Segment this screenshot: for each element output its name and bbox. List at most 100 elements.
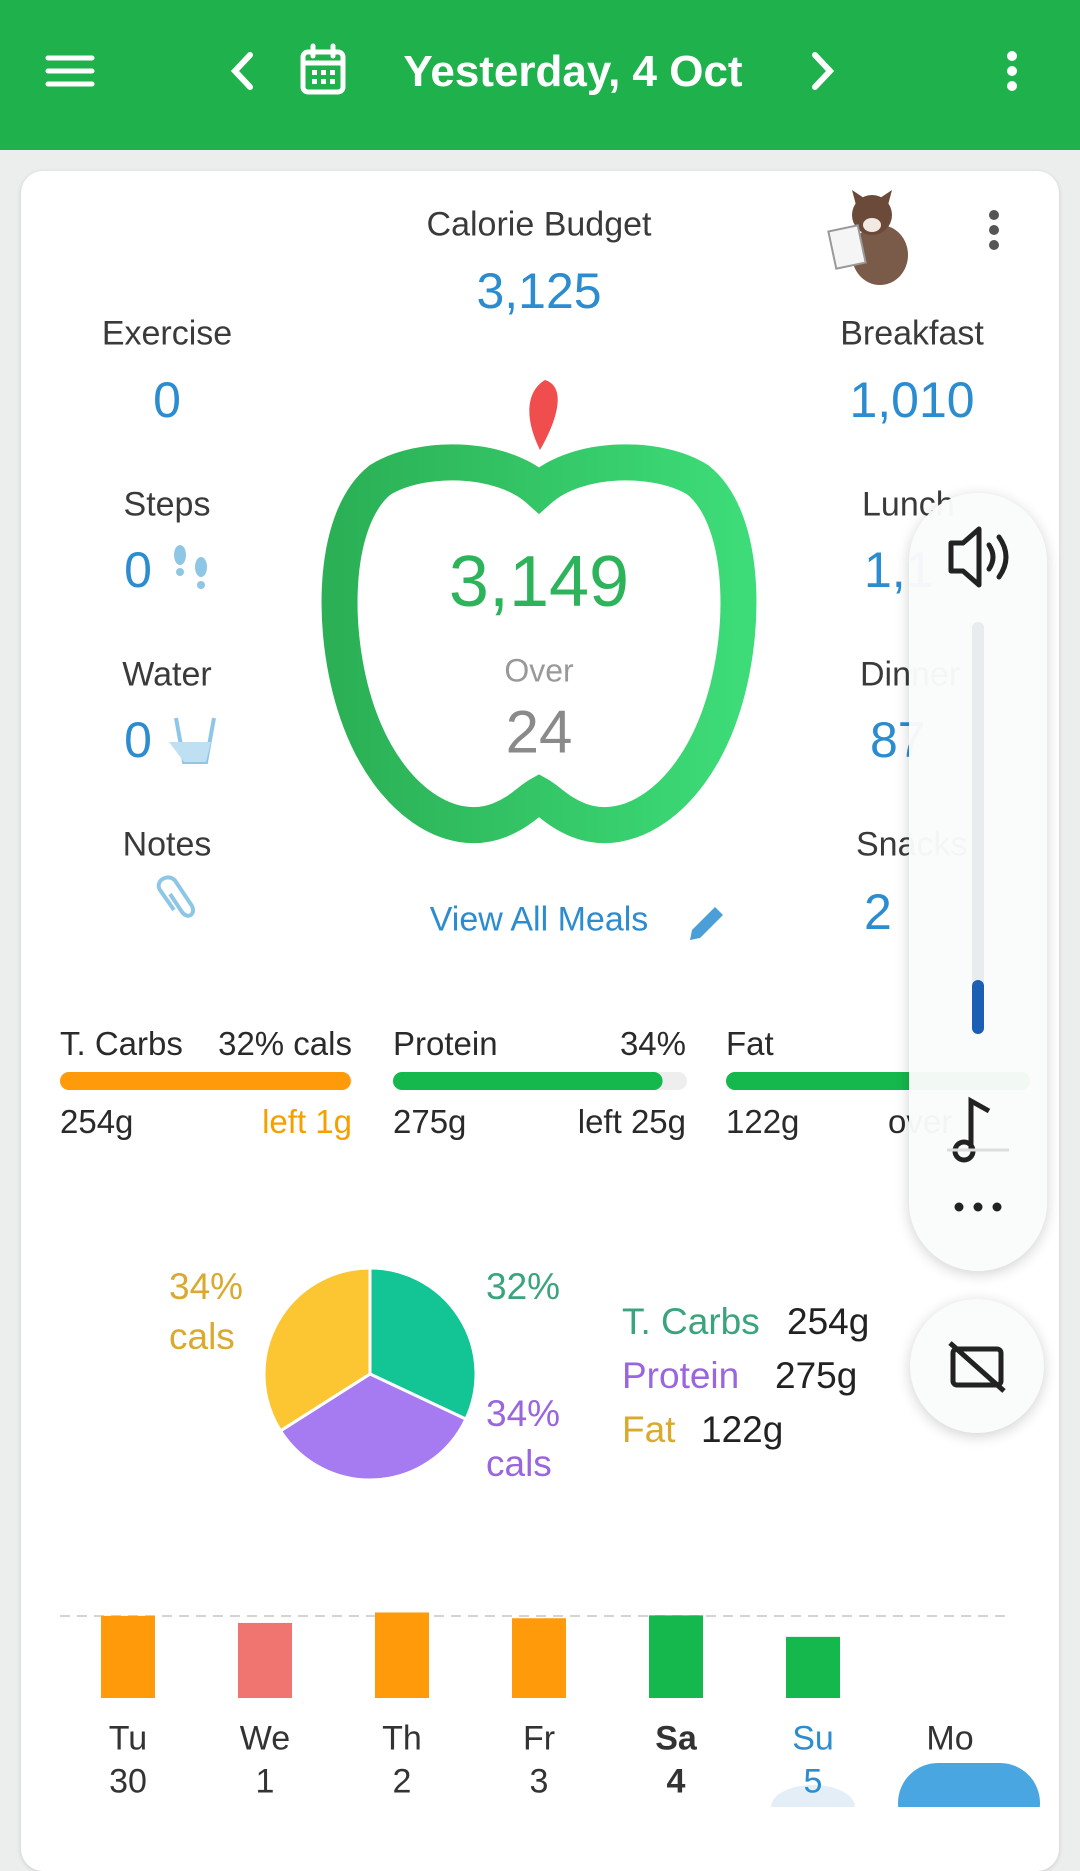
- overflow-menu[interactable]: [1007, 81, 1017, 91]
- calendar-icon[interactable]: [300, 49, 346, 95]
- day-bar: [786, 1636, 840, 1698]
- pie-label: 34%: [169, 1266, 244, 1307]
- apple-ring: [321, 444, 757, 843]
- more-icon[interactable]: [954, 1202, 964, 1212]
- water-icon-fill: [169, 742, 211, 762]
- pie-label: 34%: [486, 1393, 561, 1434]
- header-icons: [45, 43, 1017, 95]
- macro-name: Protein: [393, 1025, 498, 1062]
- date-label: 4: [666, 1762, 686, 1801]
- speaker-icon[interactable]: [948, 526, 982, 588]
- volume-track[interactable]: [972, 622, 984, 1034]
- calendar-dot: [312, 70, 317, 75]
- legend-amount: 275g: [775, 1355, 858, 1396]
- notes-label: Notes: [122, 825, 212, 864]
- date-title[interactable]: Yesterday, 4 Oct: [403, 47, 743, 96]
- calendar-dot: [321, 79, 326, 84]
- volume-thumb[interactable]: [972, 980, 984, 1034]
- weekly-chart: [60, 1612, 1005, 1698]
- calendar-dot: [330, 79, 335, 84]
- date-label: 3: [529, 1762, 549, 1801]
- day-bar: [375, 1612, 429, 1698]
- macro-percent: 34%: [619, 1025, 686, 1062]
- macro-name: Fat: [726, 1025, 774, 1062]
- budget-value: 3,125: [476, 263, 602, 319]
- view-all-meals[interactable]: View All Meals: [429, 900, 649, 939]
- macro-remaining: left 25g: [577, 1103, 686, 1140]
- pie-chart: [262, 1266, 478, 1482]
- day-label: Su: [792, 1719, 834, 1758]
- more-icon[interactable]: [992, 1202, 1002, 1212]
- macro-remaining: left 1g: [262, 1103, 352, 1140]
- day-bar: [101, 1615, 155, 1698]
- legend-amount: 254g: [787, 1301, 870, 1342]
- macro-bars: [60, 1072, 1030, 1090]
- pie-label: 32%: [486, 1266, 561, 1307]
- day-bar: [512, 1618, 566, 1698]
- legend-amount: 122g: [701, 1409, 784, 1450]
- exercise-label: Exercise: [101, 314, 233, 353]
- calorie-status: Over: [504, 652, 574, 689]
- water-label: Water: [122, 655, 212, 694]
- dog-mascot: [827, 190, 908, 285]
- volume-controls: [947, 526, 1009, 1212]
- date-label: 5: [803, 1762, 823, 1801]
- macro-name: T. Carbs: [60, 1025, 183, 1062]
- legend-name: Fat: [622, 1409, 676, 1450]
- next-day[interactable]: [812, 52, 835, 90]
- volume-panel: [909, 493, 1047, 1271]
- pie-label-unit: cals: [486, 1443, 552, 1484]
- day-label: Th: [382, 1719, 422, 1758]
- day-label: Fr: [522, 1719, 556, 1758]
- date-label: 30: [109, 1762, 147, 1801]
- captions-icon: [950, 1346, 1004, 1388]
- captions-icon: [948, 1341, 1006, 1393]
- action-button[interactable]: [898, 1763, 1040, 1807]
- progress-fill: [393, 1072, 663, 1090]
- meal-value[interactable]: 1,010: [849, 372, 975, 428]
- calories-eaten: 3,149: [448, 542, 630, 622]
- speaker-icon: [986, 542, 996, 572]
- summary-card: [21, 171, 1059, 1871]
- budget-label: Calorie Budget: [426, 205, 652, 244]
- overflow-menu[interactable]: [1007, 51, 1017, 61]
- apple-leaf: [529, 380, 558, 450]
- pie-slice: [368, 1266, 478, 1422]
- captions-button[interactable]: [910, 1299, 1044, 1433]
- meal-label: Breakfast: [840, 314, 984, 353]
- exercise-value[interactable]: 0: [153, 372, 181, 428]
- pie-label-unit: cals: [169, 1316, 235, 1357]
- edit-icon[interactable]: [690, 907, 723, 940]
- steps-value[interactable]: 0: [124, 542, 152, 598]
- prev-day[interactable]: [230, 52, 253, 90]
- meal-value[interactable]: 2: [864, 884, 892, 940]
- overflow-menu[interactable]: [1007, 66, 1017, 76]
- notes-icon[interactable]: [156, 875, 195, 918]
- music-icon[interactable]: [968, 1096, 991, 1151]
- graphics: [60, 190, 1040, 1807]
- day-bar: [649, 1615, 703, 1698]
- speaker-icon: [996, 534, 1009, 580]
- date-label: 1: [255, 1762, 275, 1801]
- card-menu[interactable]: [989, 210, 999, 250]
- legend-name: Protein: [622, 1355, 740, 1396]
- pie-slice: [278, 1372, 468, 1482]
- date-label: 2: [392, 1762, 412, 1801]
- macro-percent: 32% cals: [218, 1025, 352, 1062]
- day-label: Mo: [926, 1719, 974, 1758]
- progress-fill: [60, 1072, 351, 1090]
- calendar-dot: [321, 70, 326, 75]
- pie-slice: [262, 1266, 372, 1433]
- more-icon[interactable]: [973, 1202, 983, 1212]
- day-bar: [238, 1622, 292, 1698]
- macro-amount: 254g: [60, 1103, 134, 1140]
- water-value[interactable]: 0: [124, 712, 152, 768]
- day-highlight: [771, 1785, 855, 1807]
- steps-label: Steps: [123, 485, 211, 524]
- day-label: We: [239, 1719, 291, 1758]
- day-label: Sa: [655, 1719, 697, 1758]
- steps-icon: [174, 545, 207, 589]
- calendar-dot: [330, 70, 335, 75]
- calorie-difference: 24: [505, 698, 573, 766]
